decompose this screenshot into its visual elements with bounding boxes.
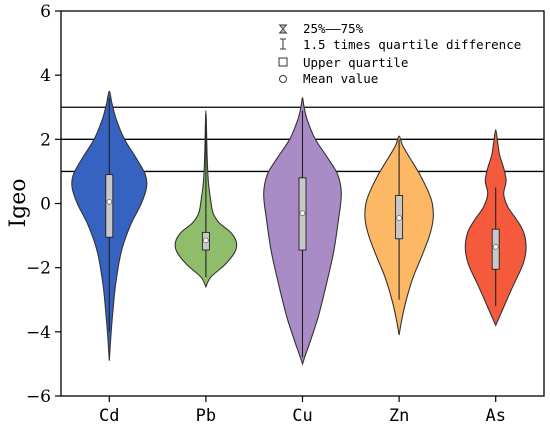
legend-label: 25%——75% [303,21,364,36]
legend-label: Upper quartile [303,55,408,70]
y-tick-label: 6 [40,2,51,22]
x-tick-label: As [485,406,505,426]
y-axis-label: Igeo [6,178,31,227]
y-tick-label: 4 [40,66,51,86]
legend-whisker-icon [280,38,286,50]
legend-hourglass-icon [278,24,288,34]
mean-marker-zn [396,215,402,221]
y-tick-label: 2 [40,130,51,150]
legend-label: Mean value [303,71,378,86]
legend-label: 1.5 times quartile difference [303,37,521,52]
legend-square-icon [278,57,288,67]
plot-frame [60,10,545,397]
y-tick-label: −6 [26,387,51,407]
mean-marker-as [492,244,499,250]
x-tick-label: Cu [292,406,312,426]
mean-marker-pb [203,237,209,244]
y-tick-label: −2 [26,259,51,279]
mean-marker-cd [106,199,113,205]
x-tick-label: Cd [99,406,119,426]
x-tick-label: Pb [196,406,216,426]
y-tick-label: 0 [40,195,51,215]
x-tick-label: Zn [389,406,409,426]
mean-marker-cu [299,210,306,216]
legend-circle-icon [279,75,287,83]
quartile-box-cd [105,174,114,238]
y-tick-label: −4 [26,323,51,343]
